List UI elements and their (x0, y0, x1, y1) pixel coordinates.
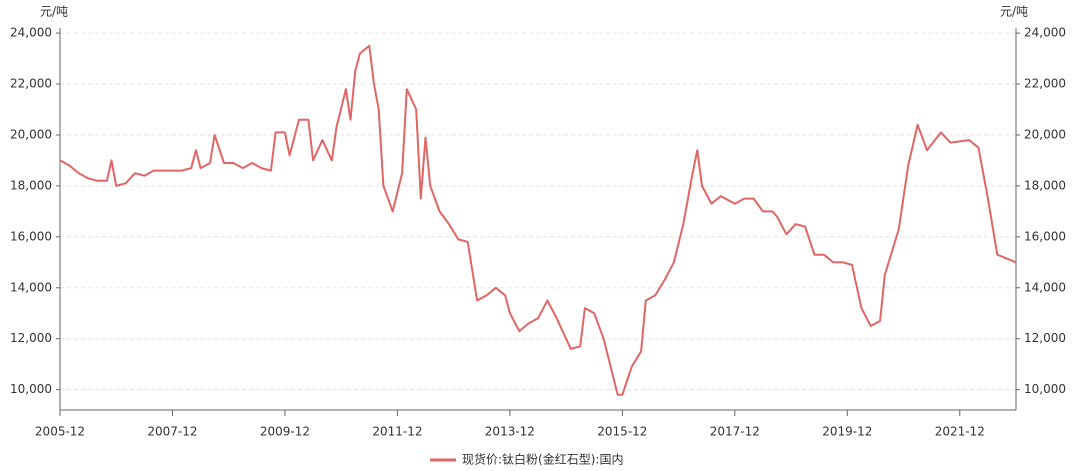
y2-tick-label: 18,000 (1024, 178, 1066, 192)
data-line (59, 44, 1017, 396)
legend-label: 现货价:钛白粉(金红石型):国内 (462, 452, 623, 467)
y2-tick-label: 14,000 (1024, 280, 1066, 294)
y2-tick-label: 12,000 (1024, 331, 1066, 345)
x-tick-label: 2007-12 (147, 425, 197, 439)
x-tick-label: 2011-12 (372, 425, 422, 439)
y-tick-label: 18,000 (10, 178, 52, 192)
y2-tick-label: 24,000 (1024, 26, 1066, 40)
y-tick-label: 20,000 (10, 127, 52, 141)
y2-tick-label: 20,000 (1024, 127, 1066, 141)
y2-tick-label: 10,000 (1024, 382, 1066, 396)
x-tick-label: 2015-12 (597, 425, 647, 439)
x-tick-label: 2017-12 (710, 425, 760, 439)
y-axis-unit: 元/吨 (40, 5, 68, 19)
x-tick-label: 2009-12 (260, 425, 310, 439)
y-tick-label: 12,000 (10, 331, 52, 345)
y-tick-label: 10,000 (10, 382, 52, 396)
y2-tick-label: 22,000 (1024, 77, 1066, 91)
x-tick-label: 2021-12 (935, 425, 985, 439)
y2-axis-unit: 元/吨 (1000, 5, 1028, 19)
x-tick-label: 2005-12 (35, 425, 85, 439)
y-tick-label: 24,000 (10, 26, 52, 40)
y-tick-label: 14,000 (10, 280, 52, 294)
y-tick-label: 22,000 (10, 77, 52, 91)
x-tick-label: 2013-12 (485, 425, 535, 439)
y2-tick-label: 16,000 (1024, 229, 1066, 243)
x-tick-label: 2019-12 (822, 425, 872, 439)
y-tick-label: 16,000 (10, 229, 52, 243)
